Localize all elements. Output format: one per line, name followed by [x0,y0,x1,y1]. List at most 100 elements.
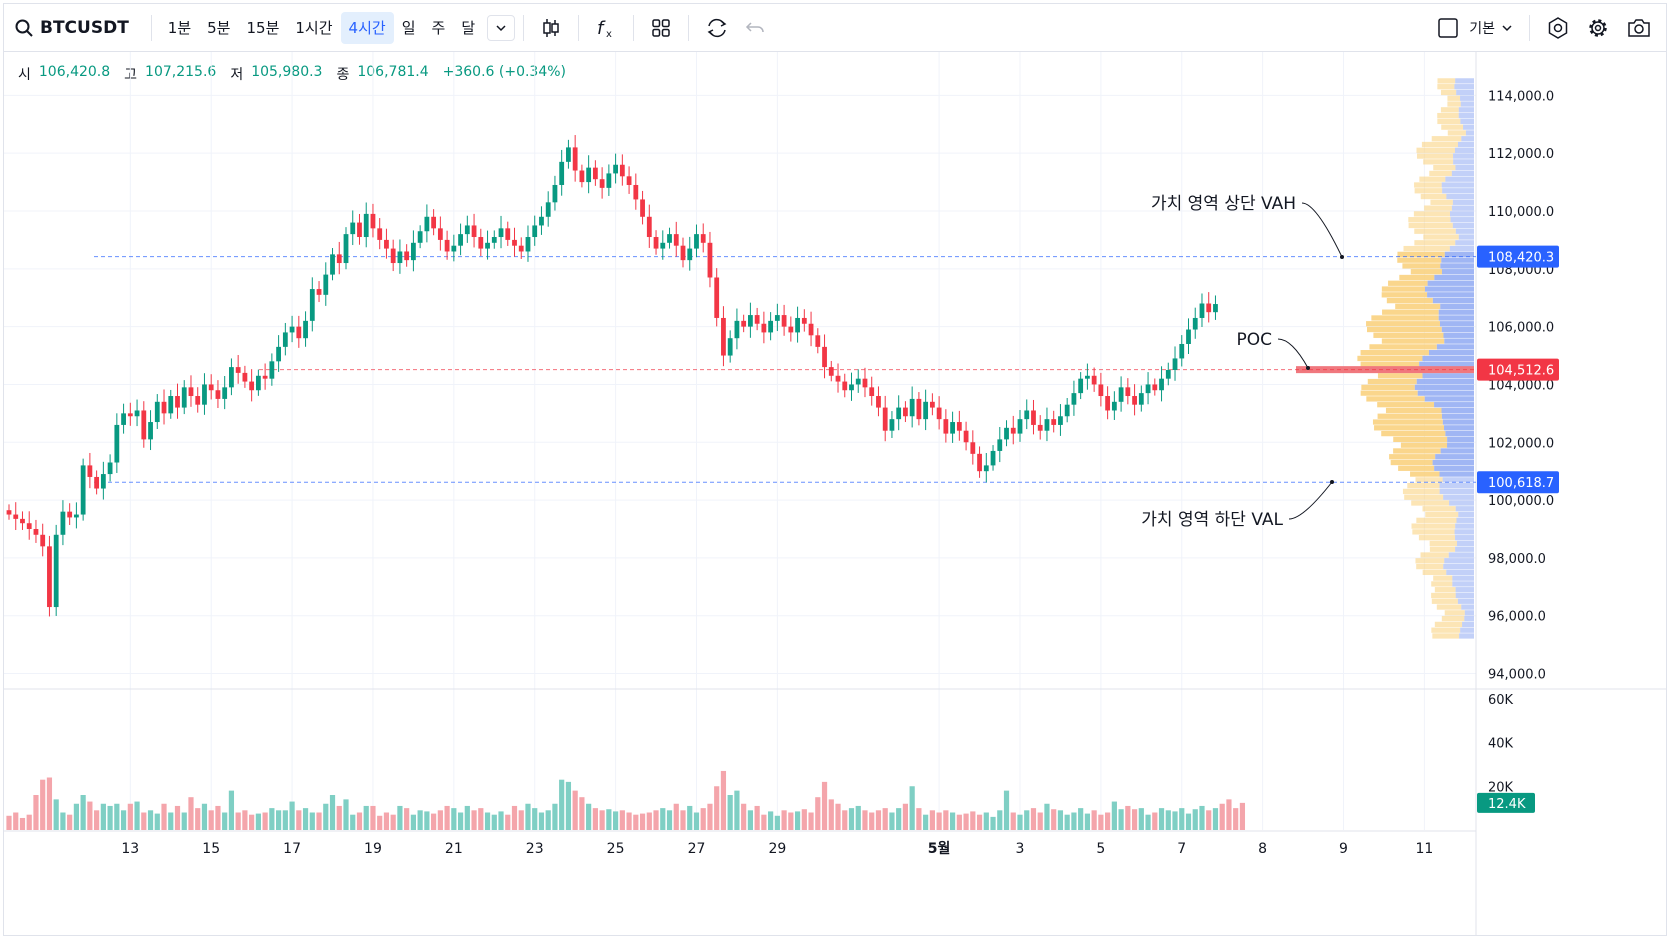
undo-button[interactable] [737,12,773,44]
volume-bar [1024,810,1030,830]
volume-bar [464,805,470,830]
price-tick-label: 98,000.0 [1488,552,1546,567]
candle-body [94,476,100,489]
interval-button-1[interactable]: 5분 [207,19,231,37]
candle-body [1004,427,1009,440]
volume-bar [222,812,228,830]
candle-body [1199,303,1205,318]
volume-profile-row [1402,488,1440,495]
replay-button[interactable] [697,12,737,44]
level-annotation-arrowhead [1330,480,1334,484]
price-tick-label: 112,000.0 [1488,147,1554,162]
toolbar-divider [688,14,690,41]
gear-button[interactable] [1578,12,1618,44]
candle-body [815,335,821,347]
chart-settings-button[interactable] [1538,12,1578,44]
volume-profile-row [1382,309,1439,315]
candle-body [673,234,679,246]
volume-profile-row [1455,240,1474,246]
volume-bar [680,810,686,830]
interval-button-7[interactable]: 달 [461,19,476,37]
volume-profile-row [1407,482,1440,489]
volume-profile-row [1460,627,1474,633]
svg-text:x: x [606,29,612,39]
candle-body [188,387,194,397]
volume-profile-row [1427,292,1474,298]
volume-profile-row [1360,390,1418,396]
candle-body [1024,410,1030,420]
volume-profile-row [1437,78,1456,84]
volume-profile-row [1444,425,1474,431]
candle-body [222,387,228,399]
volume-profile-row [1412,529,1455,535]
volume-profile-row [1442,188,1474,194]
interval-button-0[interactable]: 1분 [167,19,192,37]
volume-profile-row [1440,89,1457,96]
layout-box-icon [1438,18,1458,38]
volume-profile-row [1415,477,1443,483]
candle-body [909,398,915,417]
volume-profile-row [1450,217,1474,223]
volume-bar [1152,812,1158,830]
volume-bar [734,790,740,830]
candle-body [687,248,693,261]
screenshot-button[interactable] [1618,12,1660,44]
volume-profile-row [1403,245,1450,252]
time-tick-label: 15 [202,841,220,857]
volume-profile-row [1460,95,1474,101]
volume-bar [1078,808,1084,830]
price-chart[interactable]: 94,000.0 96,000.0 98,000.0 100,000.0 102,000… [4,4,1666,935]
candle-body [235,367,241,373]
interval-dropdown-button[interactable] [487,14,516,41]
volume-profile-row [1381,338,1445,344]
candle-body [255,375,261,391]
volume-profile-row [1429,546,1456,552]
volume-bar [1192,809,1198,830]
candle-body [1085,375,1090,379]
candle-body [1031,410,1036,425]
volume-profile-row [1434,621,1463,628]
volume-profile-row [1390,459,1433,466]
interval-button-3[interactable]: 1시간 [295,19,333,37]
volume-bar [498,811,504,830]
time-tick-label: 29 [768,841,786,857]
volume-profile-row [1452,199,1474,205]
volume-bar [94,810,100,830]
volume-bar [929,810,935,830]
candle-body [552,184,558,203]
templates-button[interactable] [642,12,680,44]
price-tick-label: 100,000.0 [1488,494,1554,509]
symbol-search-button[interactable]: BTCUSDT [4,12,143,44]
volume-bar [693,812,700,830]
candle-body [1132,396,1137,405]
candle-body [876,396,881,408]
candle-body [303,320,308,339]
volume-profile-row [1416,517,1457,523]
interval-button-2[interactable]: 15분 [246,19,280,37]
volume-bar [1044,803,1050,830]
layout-select-button[interactable]: 기본 [1429,12,1521,44]
interval-button-4[interactable]: 4시간 [340,11,394,44]
volume-profile-row [1374,425,1445,431]
candle-body [862,378,868,388]
volume-bar [592,808,598,830]
candle-body [202,384,207,405]
candle-body [1010,427,1016,434]
interval-button-6[interactable]: 주 [431,19,446,37]
chart-type-button[interactable] [532,12,570,44]
candle-body [296,326,302,339]
volume-profile-row [1455,78,1474,84]
volume-bar [491,814,497,830]
volume-profile-row [1419,176,1446,182]
volume-bar [707,803,713,830]
volume-bar [559,779,565,830]
interval-button-5[interactable]: 일 [401,19,416,37]
volume-profile-row [1429,540,1457,547]
candle-body [734,320,740,339]
volume-profile-row [1434,465,1474,471]
candle-body [316,289,322,295]
volume-bar [154,813,160,830]
volume-bar [518,810,524,830]
